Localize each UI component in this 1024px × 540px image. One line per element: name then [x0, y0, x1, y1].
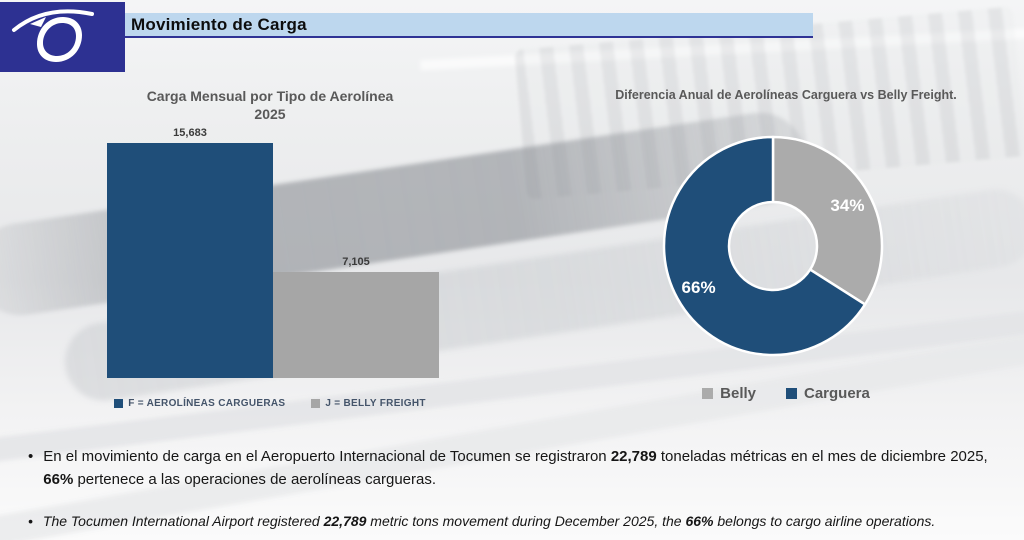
donut-slice-label: 66%	[682, 278, 716, 297]
donut-legend-item: Belly	[702, 385, 756, 402]
bullet-highlight: 22,789	[610, 448, 657, 465]
bar-legend: F = AEROLÍNEAS CARGUERAS J = BELLY FREIGH…	[92, 398, 448, 409]
bar-chart-title: Carga Mensual por Tipo de Aerolínea	[146, 88, 394, 104]
bullet-item: • En el movimiento de carga en el Aeropue…	[28, 446, 1016, 491]
bullet-segment: belongs to cargo airline operations.	[713, 513, 936, 529]
header-bar: Movimiento de Carga	[125, 13, 813, 38]
bullet-highlight: 66%	[43, 470, 74, 488]
donut-legend-label: Carguera	[804, 385, 870, 402]
bar-cargueras	[107, 143, 273, 378]
bar-legend-item: J = BELLY FREIGHT	[311, 398, 425, 409]
bullet-segment: metric tons movement during December 202…	[366, 513, 686, 529]
bar-belly	[273, 272, 439, 378]
bar-chart: Carga Mensual por Tipo de Aerolínea 2025…	[92, 88, 448, 428]
donut-chart: Diferencia Anual de Aerolíneas Carguera …	[586, 88, 986, 418]
donut-svg: 34% 66%	[662, 135, 884, 357]
donut-chart-title: Diferencia Anual de Aerolíneas Carguera …	[615, 88, 957, 102]
bullet-dot: •	[28, 448, 34, 465]
legend-swatch-icon	[786, 388, 797, 399]
legend-swatch-icon	[114, 399, 124, 408]
legend-swatch-icon	[311, 399, 321, 408]
bar-value-label: 7,105	[342, 256, 370, 268]
bullet-dot: •	[28, 513, 33, 529]
bullet-segment: toneladas métricas en el mes de diciembr…	[656, 448, 988, 465]
logo-box	[0, 2, 125, 72]
bullet-item: • The Tocumen International Airport regis…	[28, 511, 1016, 532]
tocumen-logo-icon	[12, 9, 94, 62]
bullet-segment: En el movimiento de carga en el Aeropuer…	[43, 448, 611, 465]
bullet-text: The Tocumen International Airport regist…	[43, 511, 935, 532]
bar-plot: 15,683 7,105	[107, 127, 439, 378]
donut-slice-label: 34%	[830, 196, 864, 215]
bullet-segment: pertenece a las operaciones de aerolínea…	[73, 470, 437, 488]
bar-chart-subtitle: 2025	[254, 106, 286, 122]
bullet-text: En el movimiento de carga en el Aeropuer…	[43, 446, 1016, 491]
bullet-highlight: 22,789	[323, 513, 367, 529]
bullet-highlight: 66%	[685, 513, 714, 529]
bar-legend-label: J = BELLY FREIGHT	[325, 398, 426, 409]
bullet-list: • En el movimiento de carga en el Aeropue…	[28, 446, 1016, 540]
donut-legend-item: Carguera	[786, 385, 870, 402]
donut-legend: Belly Carguera	[586, 385, 986, 402]
bar-value-label: 15,683	[173, 127, 207, 139]
donut-legend-label: Belly	[720, 385, 756, 402]
legend-swatch-icon	[702, 388, 714, 399]
bar-legend-label: F = AEROLÍNEAS CARGUERAS	[128, 398, 286, 409]
page-title: Movimiento de Carga	[131, 14, 307, 34]
bullet-segment: The Tocumen International Airport regist…	[42, 513, 324, 529]
bar-legend-item: F = AEROLÍNEAS CARGUERAS	[114, 398, 285, 409]
